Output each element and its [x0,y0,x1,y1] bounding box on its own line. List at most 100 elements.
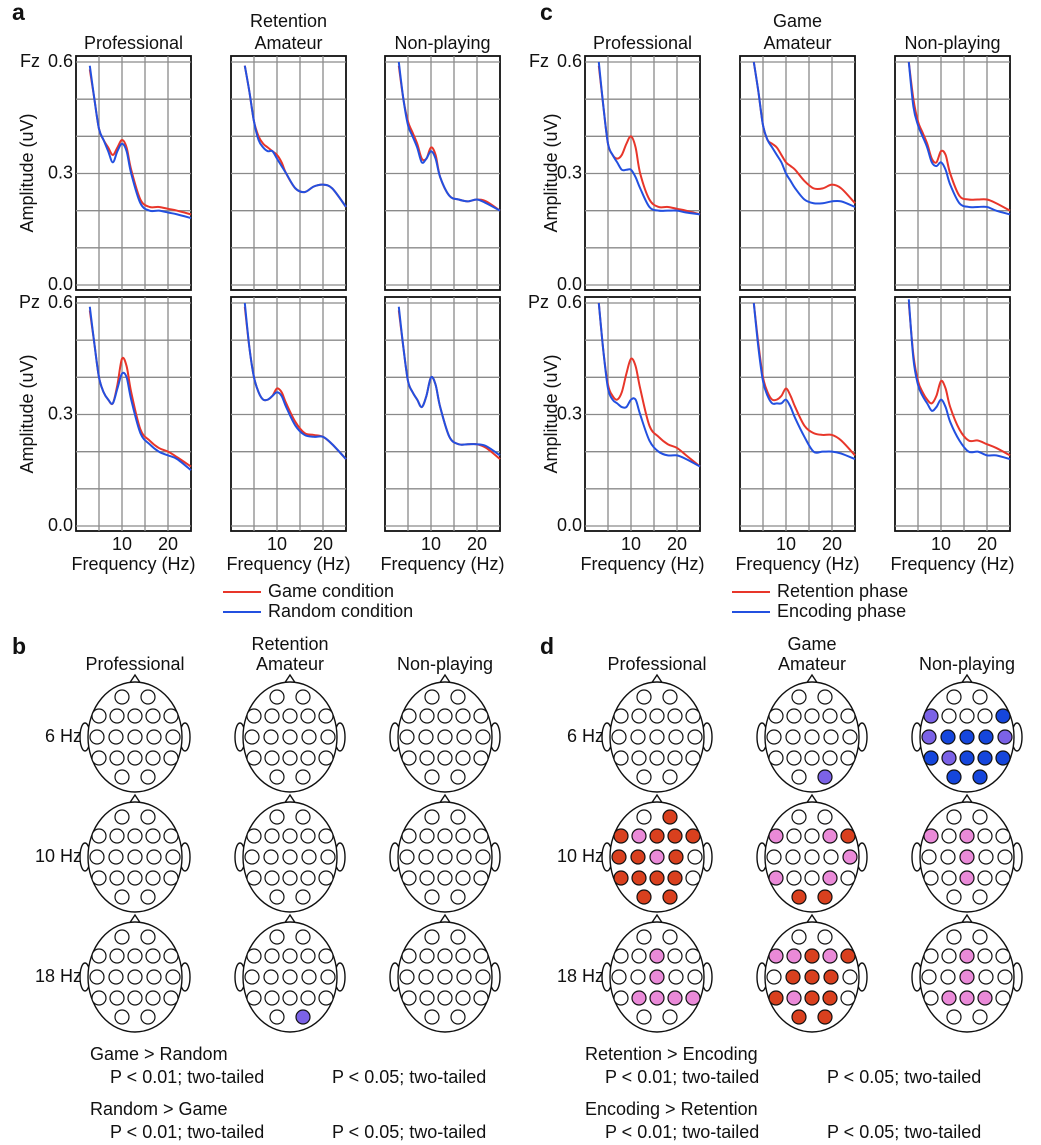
electrode [456,949,470,963]
column-title: Non-playing [919,654,1015,674]
electrode [400,850,414,864]
electrode [296,930,310,944]
electrode [769,991,783,1005]
electrode [663,930,677,944]
electrode [663,690,677,704]
electrode [973,810,987,824]
electrode [141,1010,155,1024]
electrode [301,709,315,723]
electrode [632,871,646,885]
electrode [92,751,106,765]
electrode [818,890,832,904]
electrode [942,751,956,765]
electrode [110,751,124,765]
electrode [128,970,142,984]
electrode [668,829,682,843]
electrode [109,970,123,984]
electrode [146,991,160,1005]
electrode [637,690,651,704]
row-label: 18 Hz [557,966,604,986]
electrode [164,949,178,963]
electrode [141,890,155,904]
electrode [128,850,142,864]
electrode [805,991,819,1005]
electrode [792,690,806,704]
electrode [265,949,279,963]
column-title: Non-playing [394,33,490,53]
electrode [979,850,993,864]
electrode [824,970,838,984]
electrode [270,890,284,904]
electrode [996,709,1010,723]
electrode [110,709,124,723]
electrode [283,829,297,843]
electrode [632,751,646,765]
electrode [924,871,938,885]
electrode [264,850,278,864]
electrode [457,730,471,744]
electrode [769,709,783,723]
electrode [146,829,160,843]
electrode [456,991,470,1005]
head-map [390,795,500,912]
electrode [128,991,142,1005]
column-title: Professional [85,654,184,674]
legend-label: Encoding phase [777,601,906,621]
electrode [438,730,452,744]
electrode [637,770,651,784]
x-axis-label: Frequency (Hz) [226,554,350,574]
column-title: Amateur [256,654,324,674]
legend-title: Retention > Encoding [585,1044,758,1064]
electrode [960,991,974,1005]
y-tick-label: 0.6 [557,292,582,312]
column-title: Amateur [763,33,831,53]
x-axis-label: Frequency (Hz) [735,554,859,574]
electrode [614,949,628,963]
electrode [786,970,800,984]
electrode [947,810,961,824]
electrode [296,690,310,704]
electrode [632,829,646,843]
electrode [90,970,104,984]
electrode [438,751,452,765]
electrode [942,949,956,963]
electrode [767,850,781,864]
electrode [973,930,987,944]
electrode [688,970,702,984]
electrode [90,730,104,744]
head-map [235,915,345,1032]
legend-label: P < 0.01; two-tailed [605,1067,759,1087]
y-tick-label: 0.6 [48,51,73,71]
electrode [270,770,284,784]
electrode [686,829,700,843]
panel-letter: a [12,0,25,25]
electrode [947,890,961,904]
electrode [319,829,333,843]
electrode [400,970,414,984]
x-tick-label: 20 [467,534,487,554]
electrode [438,970,452,984]
electrode [110,829,124,843]
electrode [247,949,261,963]
electrode [110,871,124,885]
electrode [420,709,434,723]
electrode [283,991,297,1005]
electrode [92,871,106,885]
y-tick-label: 0.6 [557,51,582,71]
electrode [614,829,628,843]
electrode [786,850,800,864]
electrode [420,991,434,1005]
electrode [245,850,259,864]
electrode [425,890,439,904]
legend-label: P < 0.05; two-tailed [332,1067,486,1087]
x-tick-label: 20 [158,534,178,554]
electrode [92,949,106,963]
electrode [438,829,452,843]
electrode [474,949,488,963]
electrode [614,751,628,765]
x-tick-label: 10 [931,534,951,554]
electrode [92,829,106,843]
electrode [960,871,974,885]
electrode [283,751,297,765]
